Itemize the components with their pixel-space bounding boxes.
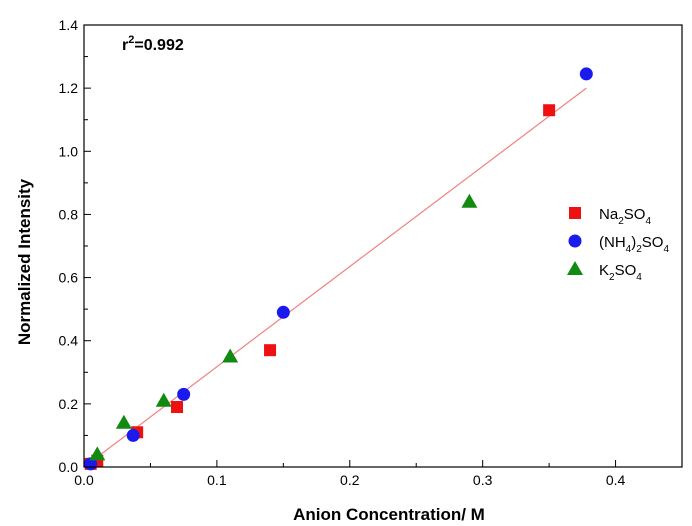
y-tick-label: 1.0 [59,143,79,159]
legend-label: (NH4)2SO4 [599,234,669,255]
data-point [579,67,593,81]
r-squared-annotation: r2=0.992 [122,34,184,54]
data-point [177,387,191,401]
data-point [276,305,290,319]
y-tick-label: 0.2 [59,396,79,412]
data-point [543,104,556,117]
legend: Na2SO4 (NH4)2SO4 K2SO4 [567,206,669,283]
y-tick-label: 0.0 [59,459,79,475]
data-point [155,392,172,407]
legend-label: K2SO4 [599,262,642,283]
x-tick-label: 0.4 [606,472,626,488]
fit-line [83,87,587,468]
y-tick-label: 1.2 [59,80,79,96]
y-tick-label: 0.6 [59,270,79,286]
data-point [115,414,132,429]
legend-marker [567,261,583,275]
y-tick-label: 0.4 [59,333,79,349]
x-tick-label: 0.0 [74,472,94,488]
data-point [126,428,140,442]
axes-layer: 0.0 0.1 0.2 0.3 0.4 0.0 0.2 0.4 0.6 0.8 1.0 1.2 1.4 [59,17,683,488]
plot-frame [83,24,683,468]
data-point [264,344,277,357]
fit-line-layer [83,87,587,468]
legend-label: Na2SO4 [599,206,651,227]
x-tick-label: 0.2 [340,472,360,488]
data-point [222,348,239,363]
data-point [171,401,184,414]
y-axis-label: Normalized Intensity [15,178,34,345]
x-axis-label: Anion Concentration/ M [293,505,485,524]
legend-marker [569,207,581,219]
y-tick-label: 1.4 [59,17,79,33]
x-tick-label: 0.1 [207,472,227,488]
data-point [89,446,106,461]
y-tick-label: 0.8 [59,206,79,222]
data-point [461,193,478,208]
x-tick-label: 0.3 [473,472,493,488]
legend-marker [568,234,582,248]
